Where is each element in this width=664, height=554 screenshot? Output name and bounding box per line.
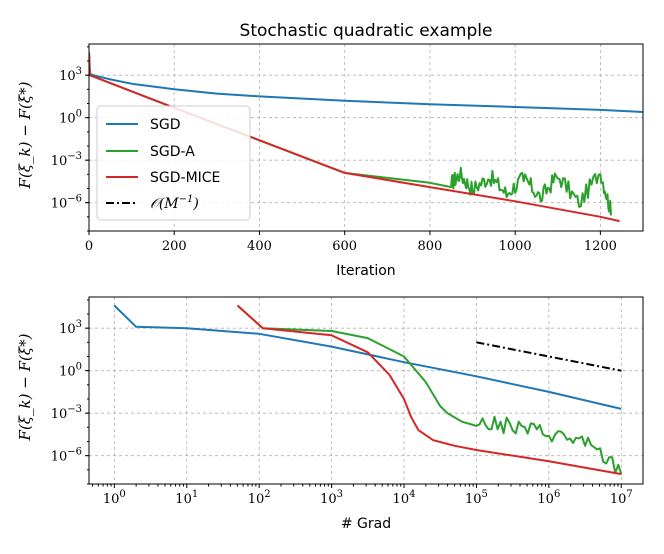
y-tick-label: 10−6 — [51, 194, 82, 212]
series-line-sgd — [113, 304, 622, 410]
x-tick-label: 102 — [248, 489, 271, 507]
x-tick-label: 105 — [465, 489, 488, 507]
y-tick-label: 10−3 — [51, 404, 82, 422]
x-tick-label: 800 — [418, 239, 443, 254]
x-tick-label: 100 — [103, 489, 126, 507]
x-tick-label: 1000 — [499, 239, 532, 254]
chart-title: Stochastic quadratic example — [240, 21, 493, 41]
x-tick-label: 103 — [320, 489, 343, 507]
x-tick-label: 104 — [393, 489, 416, 507]
x-tick-label: 400 — [247, 239, 272, 254]
legend-box — [96, 105, 251, 221]
legend-label-sgd: SGD — [150, 117, 181, 133]
x-axis-label-grad: # Grad — [341, 516, 391, 532]
series-line-sgd — [89, 52, 643, 113]
x-axis-label-iteration: Iteration — [336, 263, 395, 279]
x-tick-label: 106 — [537, 489, 560, 507]
legend: SGD SGD-A SGD-MICE 𝒪(M−1) — [96, 105, 251, 221]
y-tick-label: 10−6 — [51, 447, 82, 465]
y-tick-label: 103 — [59, 319, 82, 337]
x-tick-label: 107 — [610, 489, 633, 507]
series-line-sgd-mice — [236, 304, 622, 476]
y-tick-label: 10−3 — [51, 151, 82, 169]
series-line-sgd-mice — [89, 52, 620, 223]
y-axis-label-bottom: F(ξ_k) − F(ξ*) — [16, 333, 34, 441]
x-tick-label: 0 — [85, 239, 93, 254]
bottom-plot: 10−6 10−3 100 103 100 101 102 103 104 105 106 107 — [51, 296, 644, 507]
plot-frame — [88, 296, 644, 485]
x-tick-label: 600 — [332, 239, 357, 254]
x-tick-label: 101 — [175, 489, 198, 507]
plot-frame — [88, 43, 644, 232]
legend-label-sgd-mice: SGD-MICE — [150, 170, 220, 186]
y-axis-label-top: F(ξ_k) − F(ξ*) — [16, 81, 34, 189]
legend-label-sgd-a: SGD-A — [150, 144, 195, 160]
y-tick-label: 100 — [59, 362, 82, 380]
series-line-o-m-1 — [476, 341, 622, 372]
series-line-sgd-a — [236, 304, 623, 475]
y-tick-label: 100 — [59, 109, 82, 127]
series-line-sgd-a — [89, 52, 612, 216]
x-tick-label: 1200 — [584, 239, 617, 254]
x-tick-label: 200 — [162, 239, 187, 254]
top-plot: 10−6 10−3 100 103 0 200 400 600 800 1000 1200 — [51, 43, 644, 254]
y-tick-label: 103 — [59, 66, 82, 84]
